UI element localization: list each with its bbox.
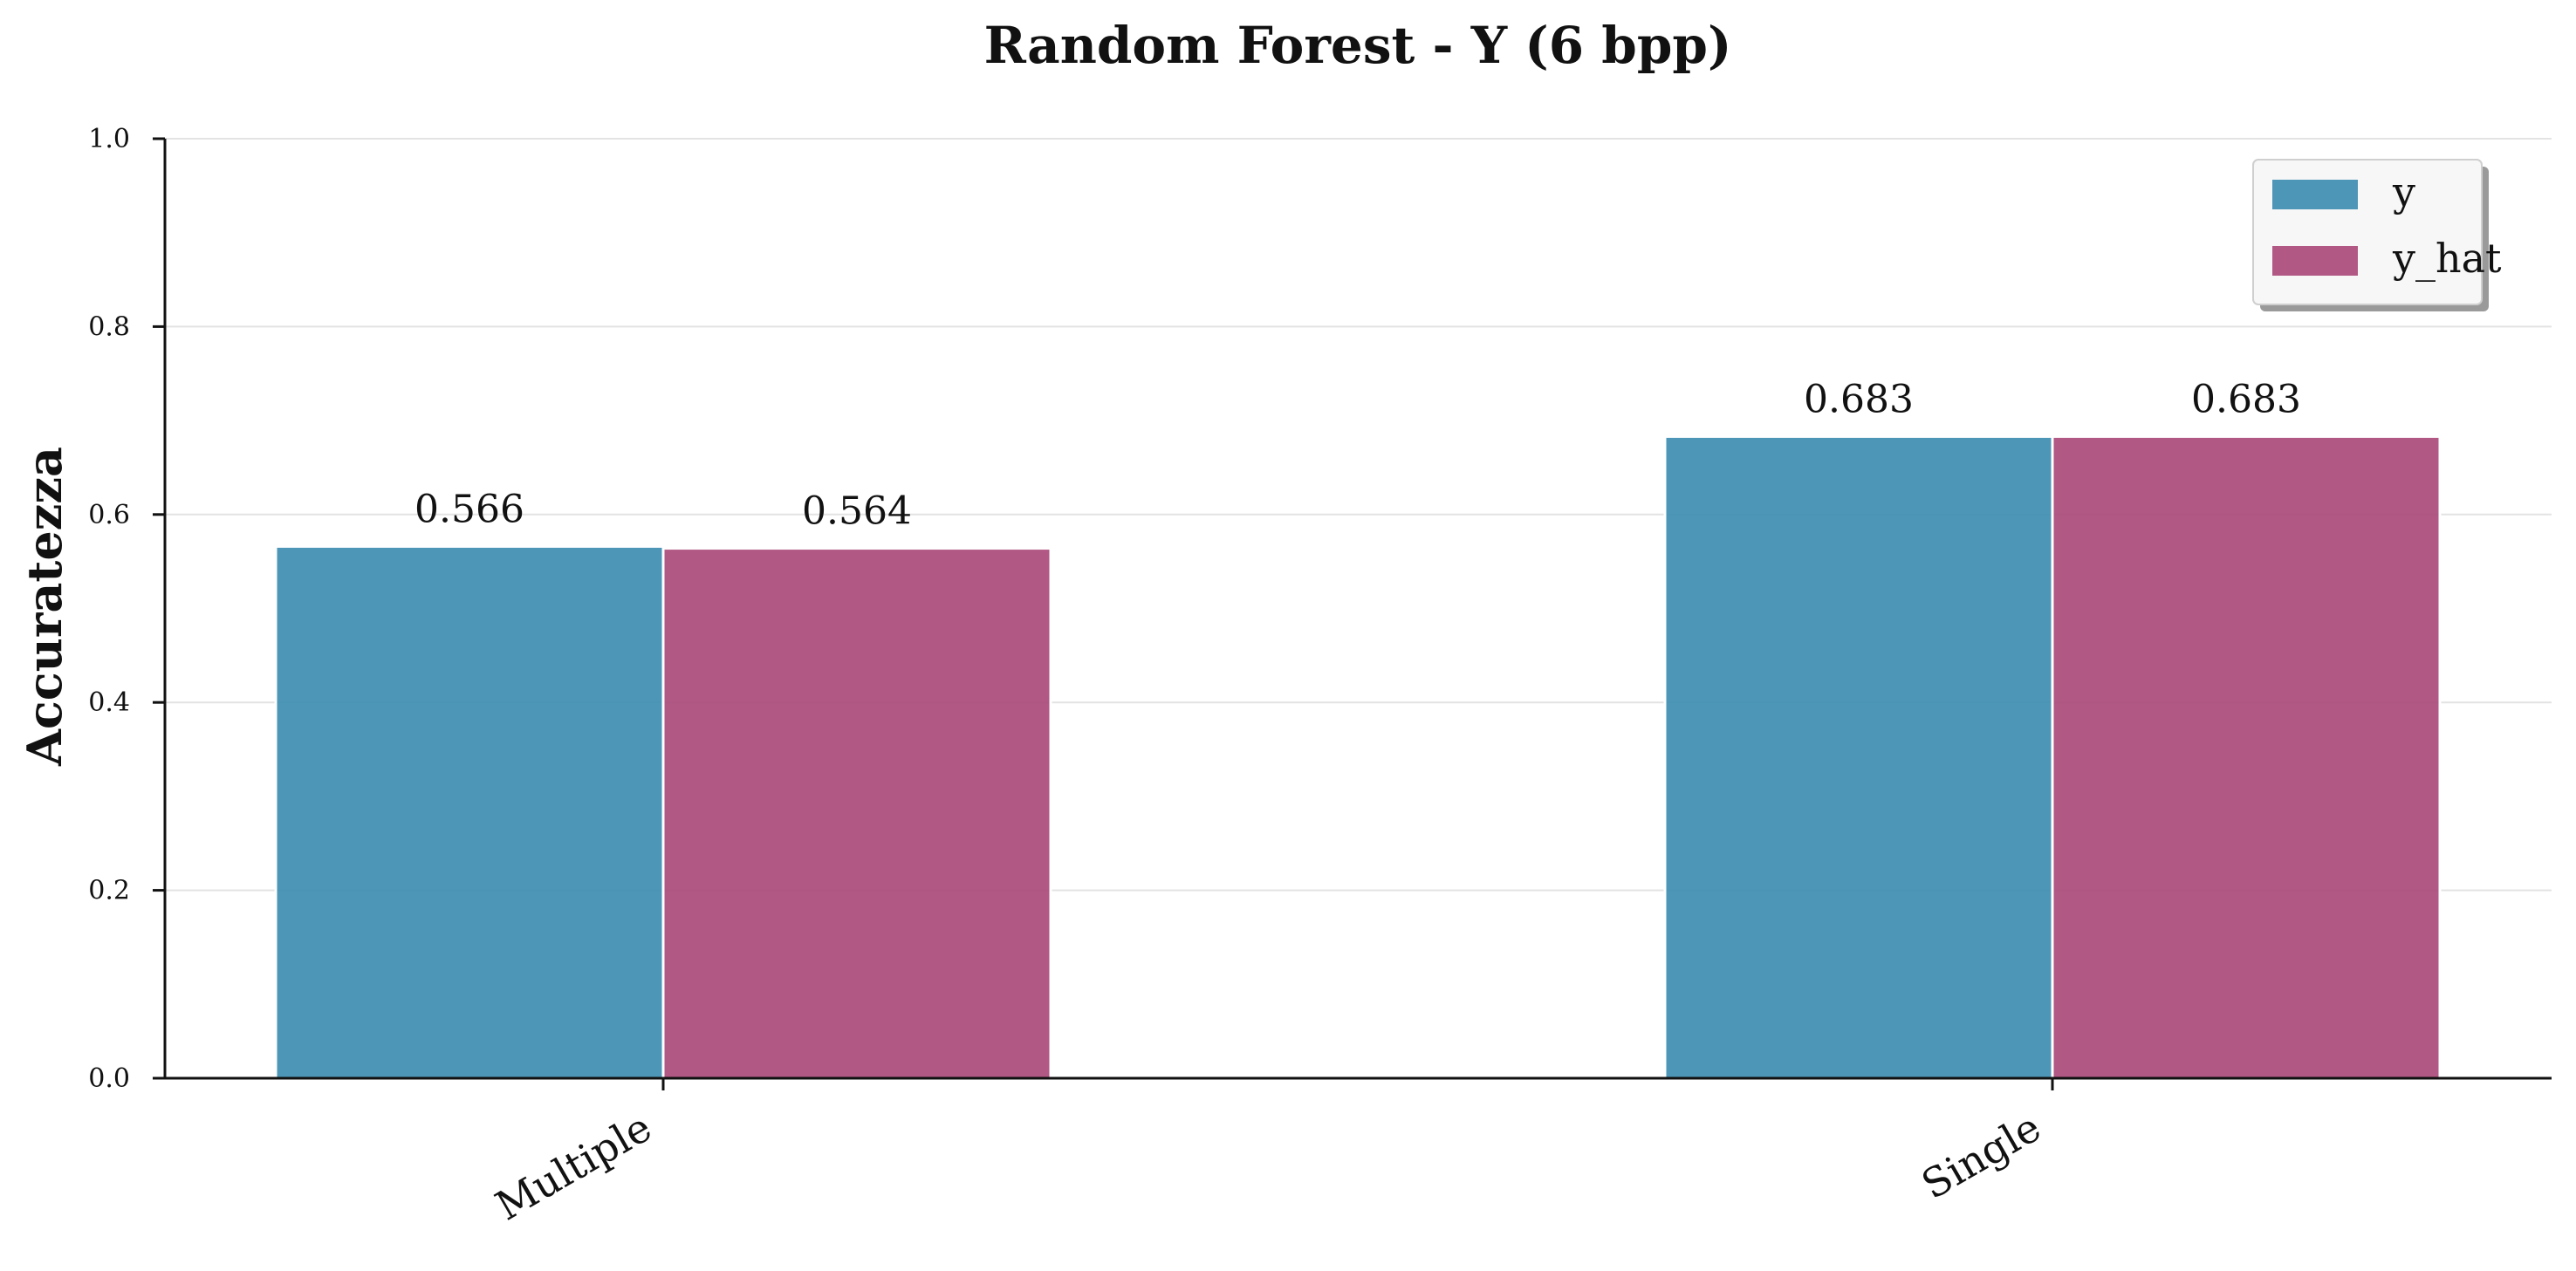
y-tick-label: 1.0: [88, 124, 130, 154]
y-ticks: 0.0 0.2 0.4 0.6 0.8 1.0: [88, 124, 165, 1094]
value-label: 0.683: [2191, 377, 2301, 421]
x-ticks: Multiple Single: [488, 1078, 2054, 1230]
y-axis-label: Accuratezza: [17, 447, 72, 767]
x-tick-label: Single: [1914, 1104, 2049, 1208]
legend-label: y_hat: [2392, 235, 2502, 282]
bar-y-multiple: [274, 544, 665, 1080]
chart-title: Random Forest - Y (6 bpp): [984, 16, 1732, 75]
value-label: 0.566: [414, 487, 524, 531]
legend: y y_hat: [2252, 159, 2502, 305]
legend-items: y y_hat: [2272, 168, 2502, 282]
legend-swatch-y_hat: [2272, 246, 2358, 276]
bar-y_hat-multiple: [661, 547, 1052, 1080]
x-tick-label: Multiple: [488, 1104, 660, 1230]
bar-y-single: [1663, 434, 2054, 1080]
y-tick-label: 0.2: [88, 876, 130, 906]
y-tick-label: 0.6: [88, 500, 130, 530]
value-label: 0.564: [802, 489, 912, 534]
y-tick-label: 0.4: [88, 687, 130, 718]
value-label: 0.683: [1804, 377, 1914, 421]
bars: [274, 434, 2442, 1080]
y-tick-label: 0.0: [88, 1063, 130, 1094]
legend-label: y: [2392, 168, 2415, 215]
y-tick-label: 0.8: [88, 311, 130, 342]
bar-y_hat-single: [2051, 434, 2442, 1080]
legend-swatch-y: [2272, 180, 2358, 209]
axes: [163, 139, 2552, 1080]
value-labels: 0.566 0.564 0.683 0.683: [414, 377, 2301, 533]
